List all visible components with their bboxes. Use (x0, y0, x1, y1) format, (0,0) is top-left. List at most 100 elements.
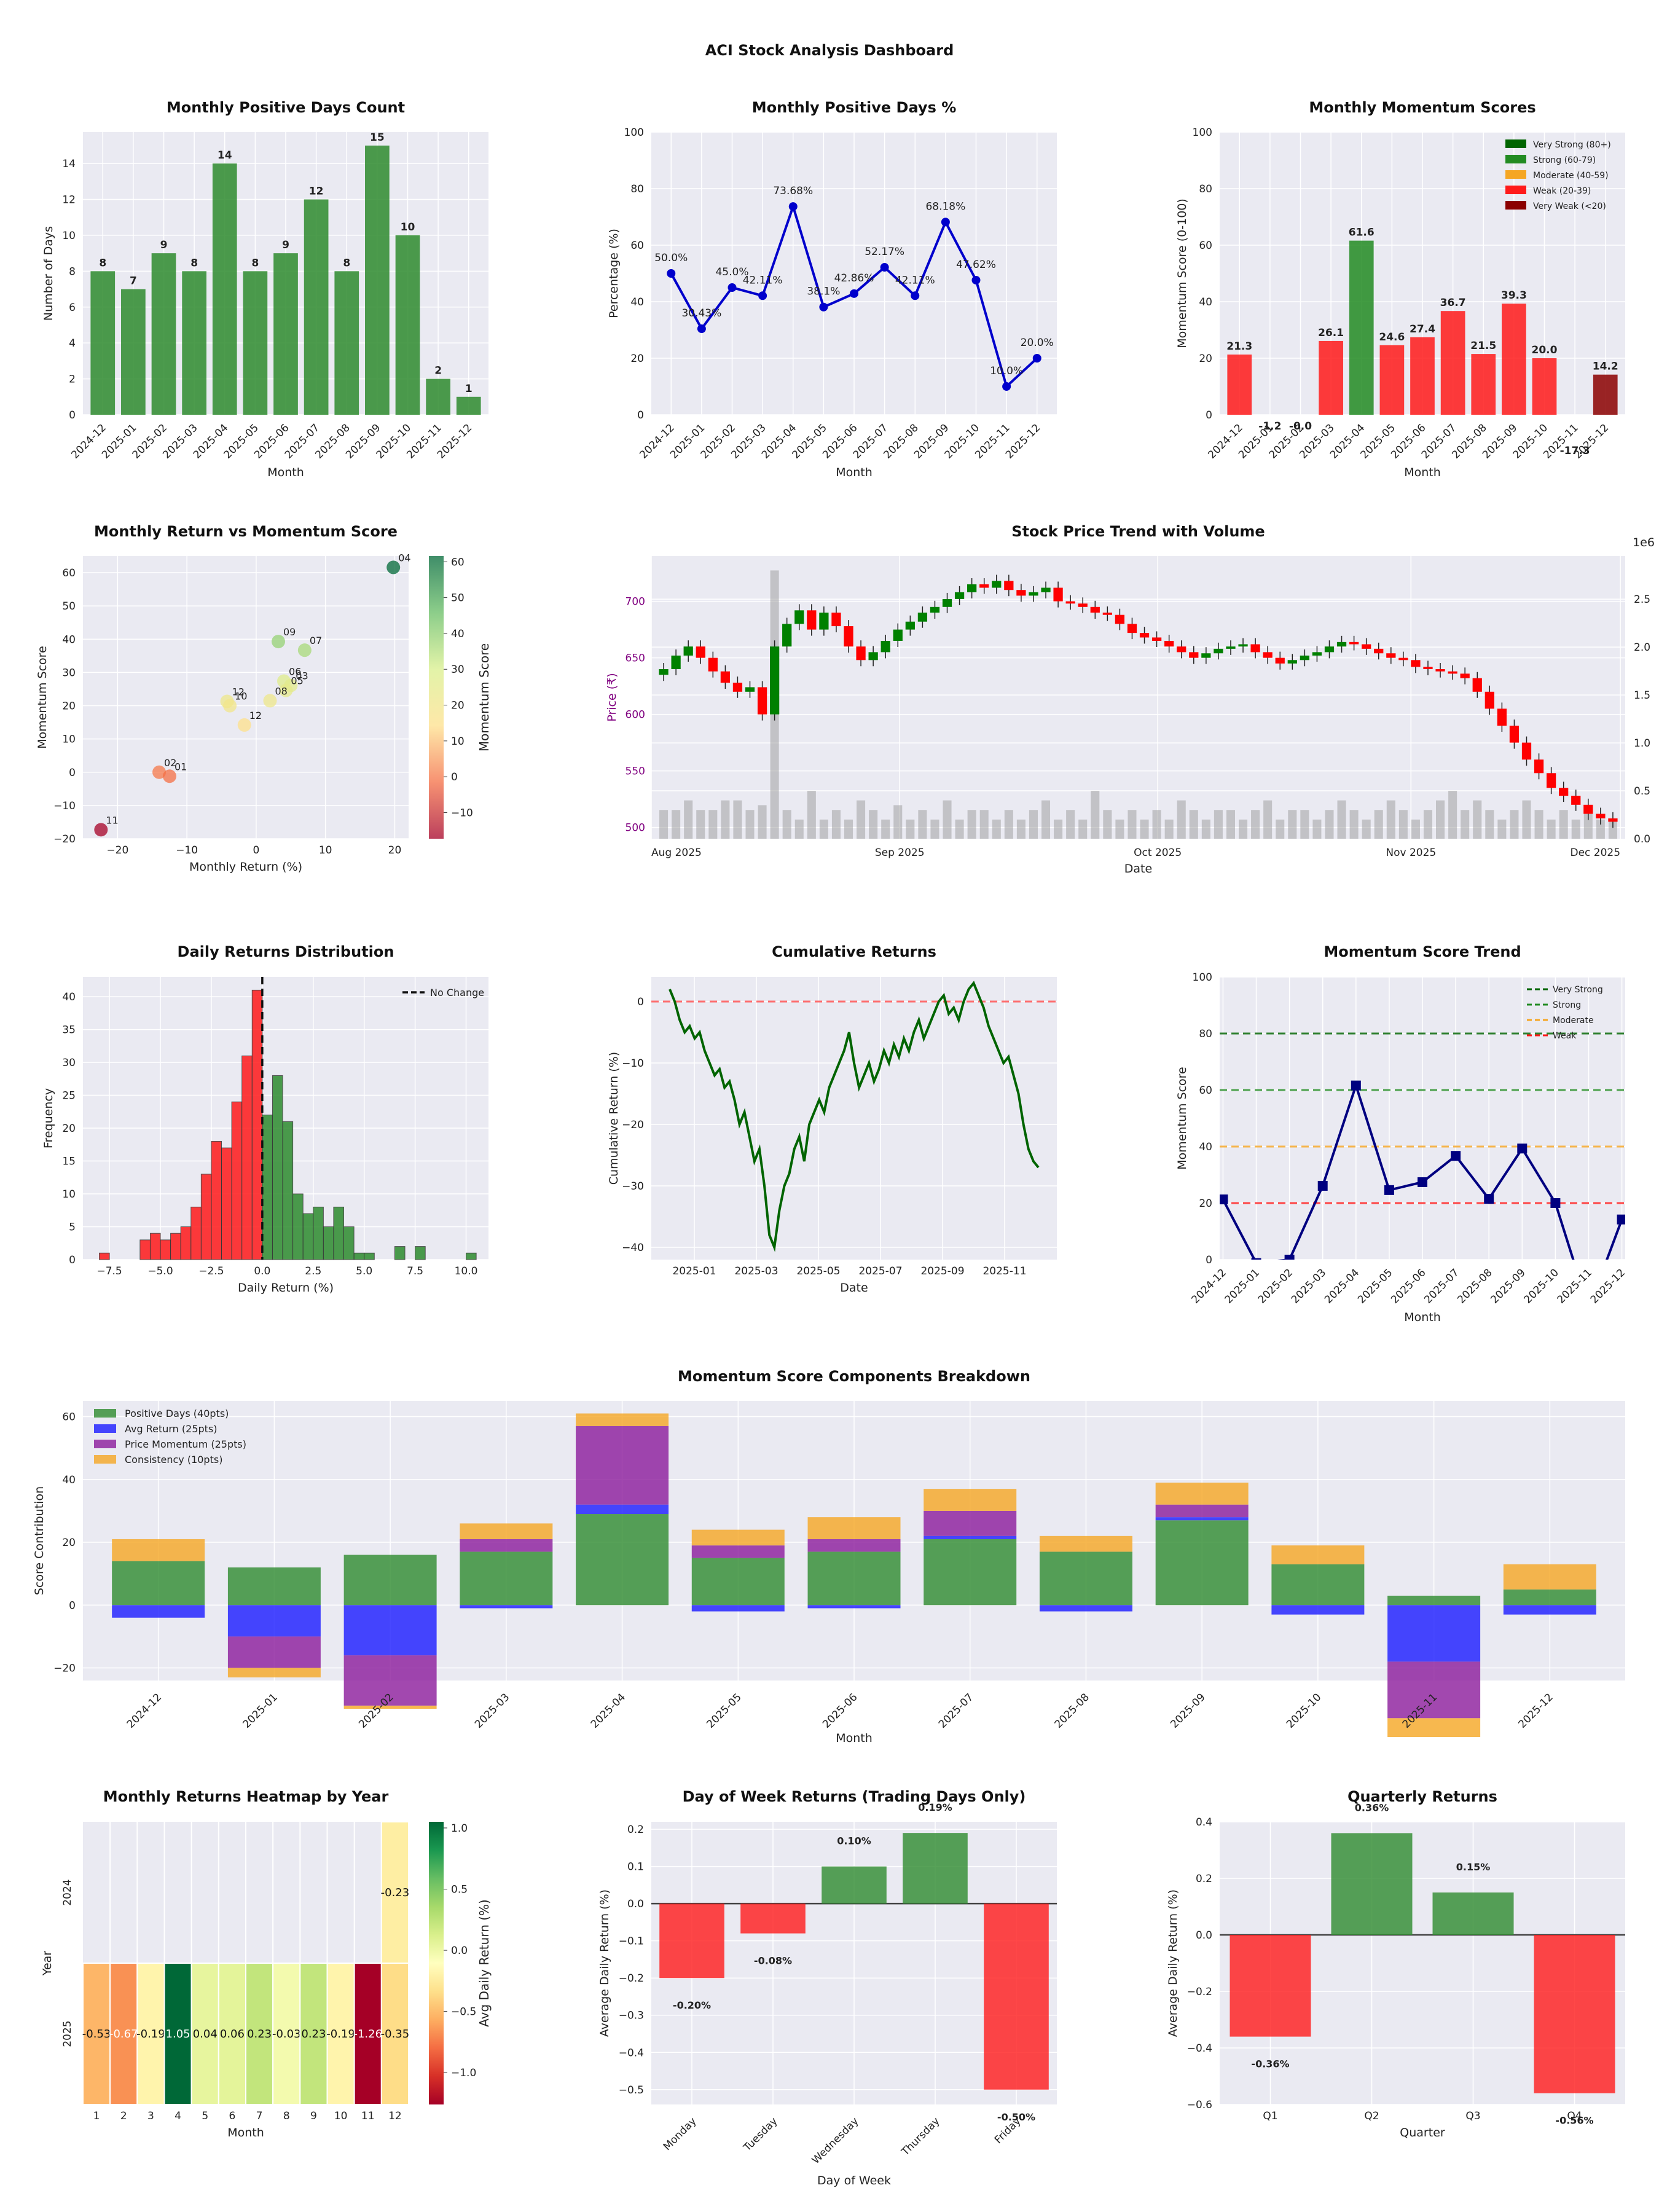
point-label: 07 (310, 635, 322, 646)
chart-positive-days-pct: Monthly Positive Days % 0 20 40 60 80 100 50.0%… (607, 99, 1057, 479)
volume-bar (782, 810, 791, 839)
legend-label: Very Strong (80+) (1533, 140, 1611, 150)
y-tick-label: 80 (1199, 183, 1212, 195)
candle-body (1250, 644, 1260, 653)
volume-bar (943, 800, 952, 839)
bar-value-label: 24.6 (1379, 331, 1405, 343)
volume-bar (1177, 800, 1186, 839)
y-tick-label: 20 (1199, 1198, 1212, 1210)
data-point (880, 263, 889, 272)
data-point (1351, 1080, 1361, 1091)
colorbar-label: Avg Daily Return (%) (477, 1899, 492, 2027)
histogram-bin (180, 1226, 192, 1260)
stacked-bar-segment (807, 1517, 901, 1539)
y-tick-label: 60 (1199, 240, 1212, 252)
y-tick-label: 35 (62, 1024, 76, 1037)
price-tick-label: 500 (626, 822, 645, 834)
candle-body (967, 584, 977, 592)
stacked-bar-segment (1155, 1482, 1249, 1505)
bar-value-label: 39.3 (1501, 289, 1527, 302)
volume-bar (758, 805, 767, 839)
data-label: 42.11% (743, 274, 783, 286)
x-tick-label: 5 (202, 2110, 208, 2122)
data-label: 73.68% (773, 185, 813, 197)
x-tick-label: Q2 (1364, 2110, 1379, 2122)
candle-body (1534, 759, 1544, 774)
volume-bar (1608, 819, 1617, 839)
x-tick-label: 2025-03 (1289, 1266, 1328, 1306)
y-tick-label: 0.1 (627, 1861, 644, 1873)
candle-body (1263, 652, 1273, 658)
candle-body (954, 592, 965, 599)
scatter-point (152, 765, 167, 779)
bar (1593, 374, 1618, 415)
y-tick-label: −20 (622, 1119, 644, 1131)
bar-value-label: 8 (99, 257, 106, 269)
legend-swatch (1505, 201, 1526, 210)
data-point (1484, 1194, 1494, 1204)
y-tick-label: −0.3 (619, 2010, 644, 2022)
histogram-bin (170, 1233, 181, 1260)
volume-bar (1571, 819, 1580, 839)
data-label: 38.1% (807, 286, 840, 298)
x-tick-label: −5.0 (147, 1265, 173, 1277)
candle-body (1374, 648, 1384, 654)
histogram-bin (241, 1055, 253, 1260)
candle-body (1127, 624, 1137, 633)
y-tick-label: 40 (62, 633, 76, 646)
y-tick-label: 100 (1193, 971, 1212, 984)
stacked-bar-segment (1155, 1504, 1249, 1518)
volume-tick-label: 0.0 (1634, 833, 1650, 845)
candle-body (1435, 669, 1445, 672)
y-tick-label: 2 (69, 374, 76, 386)
candle-body (1362, 644, 1371, 649)
bar-value-label: 8 (343, 257, 350, 269)
volume-bar (1436, 800, 1445, 839)
volume-bar (807, 791, 816, 839)
bar (365, 145, 390, 415)
point-label: 02 (164, 757, 176, 769)
y-tick-label: 100 (624, 127, 644, 139)
volume-bar (857, 800, 866, 839)
series-line (669, 981, 1040, 1252)
bar (1230, 1935, 1311, 2037)
chart-title: Monthly Positive Days % (752, 99, 957, 116)
chart-momentum-trend: Momentum Score Trend0204060801002024-122… (1175, 943, 1628, 1324)
bar (304, 199, 329, 415)
data-point (819, 302, 828, 312)
point-label: 06 (289, 665, 301, 677)
chart-price-trend: Stock Price Trend with Volume 500 550 600 65… (605, 523, 1655, 876)
candle-body (732, 683, 743, 692)
histogram-bin (211, 1140, 222, 1260)
volume-bar (1559, 810, 1568, 839)
x-tick-label: Nov 2025 (1386, 847, 1436, 859)
volume-bar (979, 810, 989, 839)
data-label: 30.43% (681, 307, 721, 320)
x-tick-label: Aug 2025 (651, 847, 702, 859)
bar (426, 378, 450, 415)
data-point (1550, 1198, 1561, 1208)
x-tick-label: 2025-01 (241, 1691, 280, 1730)
histogram-bin (343, 1226, 355, 1260)
bar (984, 1904, 1049, 2090)
stacked-bar-segment (691, 1529, 785, 1546)
y-tick-label: 20 (62, 1123, 76, 1135)
histogram-bin (221, 1147, 232, 1260)
bar-value-label: 9 (282, 239, 289, 251)
volume-bar (1362, 819, 1371, 839)
x-tick-label: 3 (147, 2110, 154, 2122)
histogram-bin (160, 1239, 171, 1260)
colorbar-tick-label: 40 (451, 628, 465, 640)
cell-value-label: 0.23 (247, 2028, 272, 2041)
histogram-bin (333, 1206, 345, 1260)
bar (334, 271, 359, 415)
y-tick-label: 0 (1206, 1254, 1212, 1266)
stacked-bar-segment (1387, 1605, 1481, 1662)
candle-body (1078, 603, 1088, 607)
bar (1440, 311, 1465, 415)
volume-bar (1522, 800, 1531, 839)
x-tick-label: 8 (283, 2110, 290, 2122)
volume-bar (708, 810, 718, 839)
x-tick-label: 2025-08 (1053, 1691, 1092, 1730)
heatmap-cell (380, 1821, 409, 1964)
